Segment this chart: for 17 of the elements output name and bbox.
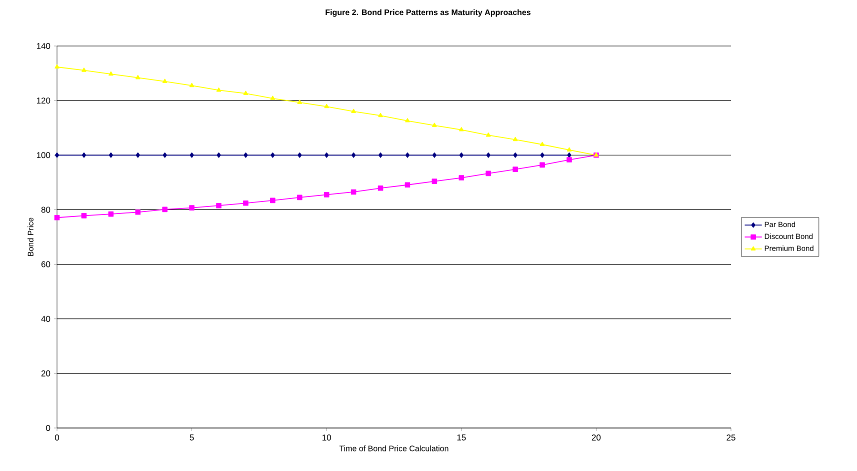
x-tick-label: 20 [592, 434, 601, 441]
y-tick-label: 40 [41, 316, 50, 322]
y-tick-label: 0 [46, 424, 50, 431]
y-tick-label: 60 [41, 261, 50, 268]
x-tick-label: 15 [457, 434, 466, 440]
y-tick-label: 80 [41, 206, 50, 213]
x-tick-label: 25 [726, 434, 736, 441]
y-tick-label: 140 [36, 42, 50, 49]
x-tick-label: 0 [54, 434, 60, 441]
x-tick-label: 5 [190, 434, 194, 440]
y-tick-label: 100 [36, 152, 50, 158]
y-tick-label: 120 [36, 98, 50, 104]
x-tick-label: 10 [322, 434, 331, 441]
y-axis-title: Bond Price [28, 218, 34, 256]
chart-title: Figure 2. Bond Price Patterns as Maturity Approaches [326, 9, 531, 17]
y-tick-label: 20 [41, 370, 50, 376]
x-axis-title: Time of Bond Price Calculation [339, 445, 448, 452]
